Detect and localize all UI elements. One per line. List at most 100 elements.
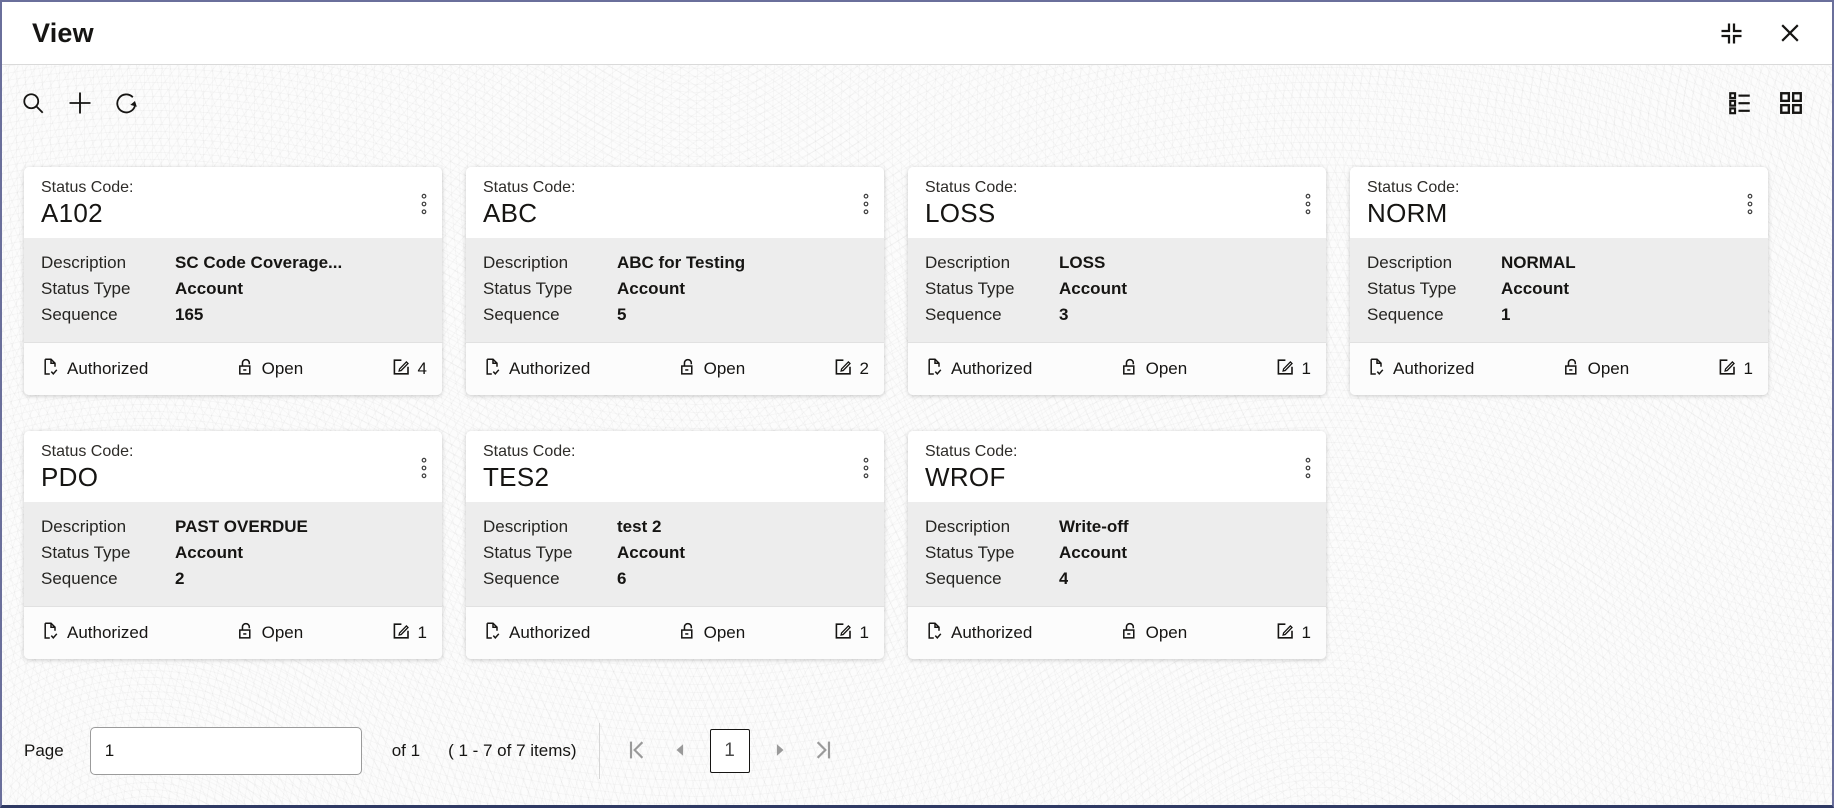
authorization-status: Authorized — [482, 357, 590, 382]
current-page-button[interactable]: 1 — [709, 729, 750, 773]
search-icon — [20, 90, 47, 117]
record-status-label: Open — [261, 623, 304, 642]
sequence-label: Sequence — [925, 305, 1002, 324]
kebab-icon — [420, 457, 428, 479]
card-menu-button[interactable] — [418, 191, 430, 217]
status-code-value: ABC — [483, 198, 538, 228]
kebab-icon — [1304, 193, 1312, 215]
record-status-label: Open — [1587, 359, 1630, 378]
first-page-button[interactable] — [622, 735, 652, 768]
next-page-icon — [769, 739, 791, 764]
edit-icon — [391, 357, 411, 382]
modification-count: 4 — [391, 357, 427, 382]
edit-icon — [391, 621, 411, 646]
card-body: Description NORMAL Status Type Account S… — [1350, 238, 1768, 342]
open-lock-icon — [1562, 357, 1581, 382]
status-code-label: Status Code: — [925, 443, 1018, 460]
sequence-row: Sequence 6 — [483, 566, 867, 592]
description-value: test 2 — [617, 517, 662, 536]
record-status: Open — [236, 357, 303, 382]
description-row: Description ABC for Testing — [483, 250, 867, 276]
status-code-label: Status Code: — [925, 179, 1018, 196]
status-code-card: Status Code: LOSS Description LOSS Statu… — [908, 167, 1326, 395]
open-lock-icon — [1120, 621, 1139, 646]
status-code-card: Status Code: WROF Description Write-off … — [908, 431, 1326, 659]
sequence-value: 165 — [175, 305, 204, 324]
record-status-label: Open — [703, 623, 746, 642]
edit-icon — [833, 621, 853, 646]
status-type-row: Status Type Account — [925, 540, 1309, 566]
card-menu-button[interactable] — [1744, 191, 1756, 217]
list-view-icon — [1727, 90, 1753, 116]
authorization-status-label: Authorized — [67, 623, 149, 642]
sequence-value: 6 — [617, 569, 627, 588]
refresh-button[interactable] — [111, 88, 142, 119]
sequence-label: Sequence — [483, 305, 560, 324]
card-footer: Authorized Open — [24, 342, 442, 395]
card-header: Status Code: A102 — [24, 167, 442, 238]
modification-count-value: 1 — [1743, 359, 1753, 378]
description-row: Description Write-off — [925, 514, 1309, 540]
description-label: Description — [925, 517, 1011, 536]
card-footer: Authorized Open — [908, 342, 1326, 395]
description-value: ABC for Testing — [617, 253, 746, 272]
sequence-value: 1 — [1501, 305, 1511, 324]
sequence-value: 5 — [617, 305, 627, 324]
description-label: Description — [1367, 253, 1453, 272]
edit-icon — [1275, 621, 1295, 646]
card-menu-button[interactable] — [1302, 191, 1314, 217]
status-type-label: Status Type — [1367, 279, 1457, 298]
card-header: Status Code: LOSS — [908, 167, 1326, 238]
card-menu-button[interactable] — [1302, 455, 1314, 481]
status-type-label: Status Type — [41, 543, 131, 562]
description-value: SC Code Coverage... — [175, 253, 343, 272]
card-footer: Authorized Open — [466, 606, 884, 659]
close-button[interactable] — [1776, 19, 1804, 47]
card-menu-button[interactable] — [860, 191, 872, 217]
collapse-button[interactable] — [1717, 19, 1746, 48]
add-button[interactable] — [64, 87, 96, 119]
record-status: Open — [1120, 357, 1187, 382]
card-footer: Authorized Open — [1350, 342, 1768, 395]
list-view-button[interactable] — [1725, 88, 1755, 118]
open-lock-icon — [236, 357, 255, 382]
plus-icon — [66, 89, 94, 117]
status-type-label: Status Type — [925, 279, 1015, 298]
titlebar: View — [2, 2, 1832, 65]
toolbar-right — [1725, 88, 1806, 118]
next-page-button[interactable] — [766, 736, 794, 767]
card-body: Description ABC for Testing Status Type … — [466, 238, 884, 342]
sequence-label: Sequence — [925, 569, 1002, 588]
card-header: Status Code: ABC — [466, 167, 884, 238]
card-body: Description Write-off Status Type Accoun… — [908, 502, 1326, 606]
card-header-text: Status Code: ABC — [483, 178, 576, 229]
card-menu-button[interactable] — [418, 455, 430, 481]
status-type-value: Account — [1501, 279, 1569, 298]
status-type-row: Status Type Account — [925, 276, 1309, 302]
status-code-card: Status Code: ABC Description ABC for Tes… — [466, 167, 884, 395]
previous-page-button[interactable] — [666, 736, 694, 767]
status-type-row: Status Type Account — [41, 276, 425, 302]
card-header: Status Code: NORM — [1350, 167, 1768, 238]
last-page-button[interactable] — [808, 735, 838, 768]
card-menu-button[interactable] — [860, 455, 872, 481]
description-label: Description — [925, 253, 1011, 272]
sequence-value: 4 — [1059, 569, 1069, 588]
grid-view-button[interactable] — [1776, 88, 1806, 118]
kebab-icon — [420, 193, 428, 215]
authorization-status-label: Authorized — [1393, 359, 1475, 378]
edit-icon — [833, 357, 853, 382]
record-status: Open — [678, 621, 746, 646]
modification-count-value: 1 — [1301, 623, 1311, 642]
status-code-label: Status Code: — [483, 179, 576, 196]
status-type-label: Status Type — [41, 279, 131, 298]
card-body: Description SC Code Coverage... Status T… — [24, 238, 442, 342]
sequence-value: 2 — [175, 569, 185, 588]
modification-count: 1 — [1275, 357, 1311, 382]
description-row: Description test 2 — [483, 514, 867, 540]
card-header: Status Code: TES2 — [466, 431, 884, 502]
page-input[interactable] — [89, 727, 362, 775]
status-type-label: Status Type — [483, 279, 573, 298]
search-button[interactable] — [18, 88, 49, 119]
authorization-status: Authorized — [40, 621, 148, 646]
